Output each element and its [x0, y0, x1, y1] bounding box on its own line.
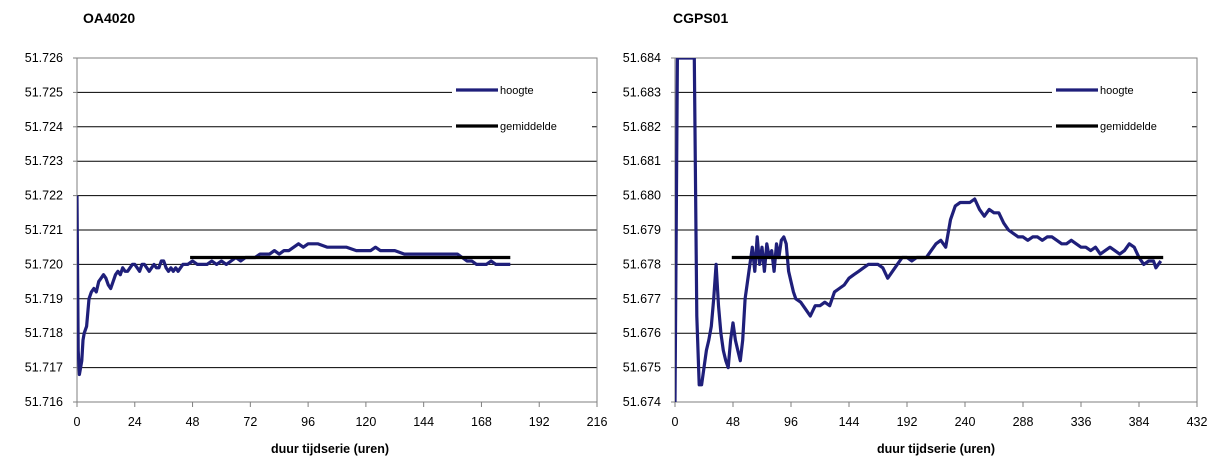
y-tick-label: 51.677 — [623, 292, 661, 306]
legend-label: hoogte — [500, 85, 534, 97]
x-tick-label: 24 — [128, 415, 142, 429]
y-tick-label: 51.725 — [25, 85, 63, 99]
legend-bg — [1052, 116, 1192, 134]
y-tick-label: 51.679 — [623, 223, 661, 237]
y-tick-label: 51.723 — [25, 154, 63, 168]
y-tick-label: 51.674 — [623, 395, 661, 409]
y-tick-label: 51.676 — [623, 326, 661, 340]
y-tick-label: 51.721 — [25, 223, 63, 237]
chart-title: OA4020 — [83, 10, 135, 26]
chart-title: CGPS01 — [673, 10, 728, 26]
y-tick-label: 51.680 — [623, 189, 661, 203]
legend-bg — [452, 80, 592, 98]
x-axis-label: duur tijdserie (uren) — [271, 442, 389, 456]
legend-label: hoogte — [1100, 85, 1134, 97]
legend-bg — [1052, 80, 1192, 98]
series-line-hoogte — [675, 58, 1163, 402]
y-tick-label: 51.720 — [25, 257, 63, 271]
y-tick-label: 51.684 — [623, 51, 661, 65]
series-line-hoogte — [77, 195, 511, 377]
series-group — [675, 58, 1164, 402]
x-tick-label: 144 — [413, 415, 434, 429]
x-tick-label: 432 — [1187, 415, 1208, 429]
x-tick-label: 96 — [301, 415, 315, 429]
x-tick-label: 48 — [186, 415, 200, 429]
x-tick-label: 168 — [471, 415, 492, 429]
x-tick-label: 48 — [726, 415, 740, 429]
y-tick-label: 51.726 — [25, 51, 63, 65]
x-tick-label: 240 — [955, 415, 976, 429]
x-tick-label: 0 — [672, 415, 679, 429]
series-group — [77, 195, 511, 377]
x-axis-label: duur tijdserie (uren) — [877, 442, 995, 456]
x-tick-label: 72 — [243, 415, 257, 429]
y-tick-label: 51.716 — [25, 395, 63, 409]
y-tick-label: 51.683 — [623, 85, 661, 99]
x-tick-label: 96 — [784, 415, 798, 429]
y-tick-label: 51.681 — [623, 154, 661, 168]
y-tick-label: 51.718 — [25, 326, 63, 340]
x-tick-label: 216 — [587, 415, 608, 429]
y-tick-label: 51.678 — [623, 257, 661, 271]
x-tick-label: 384 — [1129, 415, 1150, 429]
y-tick-label: 51.722 — [25, 189, 63, 203]
x-tick-label: 0 — [74, 415, 81, 429]
x-tick-label: 192 — [529, 415, 550, 429]
y-tick-label: 51.724 — [25, 120, 63, 134]
legend-label: gemiddelde — [1100, 121, 1157, 133]
chart-1: CGPS01 51.674 51.675 51.676 51.677 51.678 51.6… — [623, 10, 1208, 456]
x-tick-label: 144 — [839, 415, 860, 429]
x-tick-label: 288 — [1013, 415, 1034, 429]
x-tick-label: 336 — [1071, 415, 1092, 429]
y-tick-label: 51.719 — [25, 292, 63, 306]
x-tick-label: 120 — [355, 415, 376, 429]
y-tick-label: 51.717 — [25, 361, 63, 375]
x-tick-label: 192 — [897, 415, 918, 429]
legend-bg — [452, 116, 592, 134]
legend-label: gemiddelde — [500, 121, 557, 133]
legend: hoogte gemiddelde — [1052, 80, 1192, 134]
y-tick-label: 51.682 — [623, 120, 661, 134]
legend: hoogte gemiddelde — [452, 80, 592, 134]
chart-0: OA4020 51.716 51.717 51.718 51.719 51.720 51.7… — [25, 10, 608, 456]
y-tick-label: 51.675 — [623, 361, 661, 375]
